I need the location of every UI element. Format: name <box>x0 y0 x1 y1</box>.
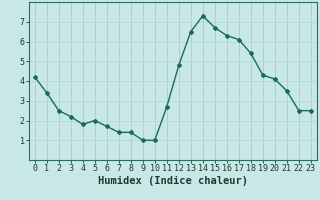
X-axis label: Humidex (Indice chaleur): Humidex (Indice chaleur) <box>98 176 248 186</box>
